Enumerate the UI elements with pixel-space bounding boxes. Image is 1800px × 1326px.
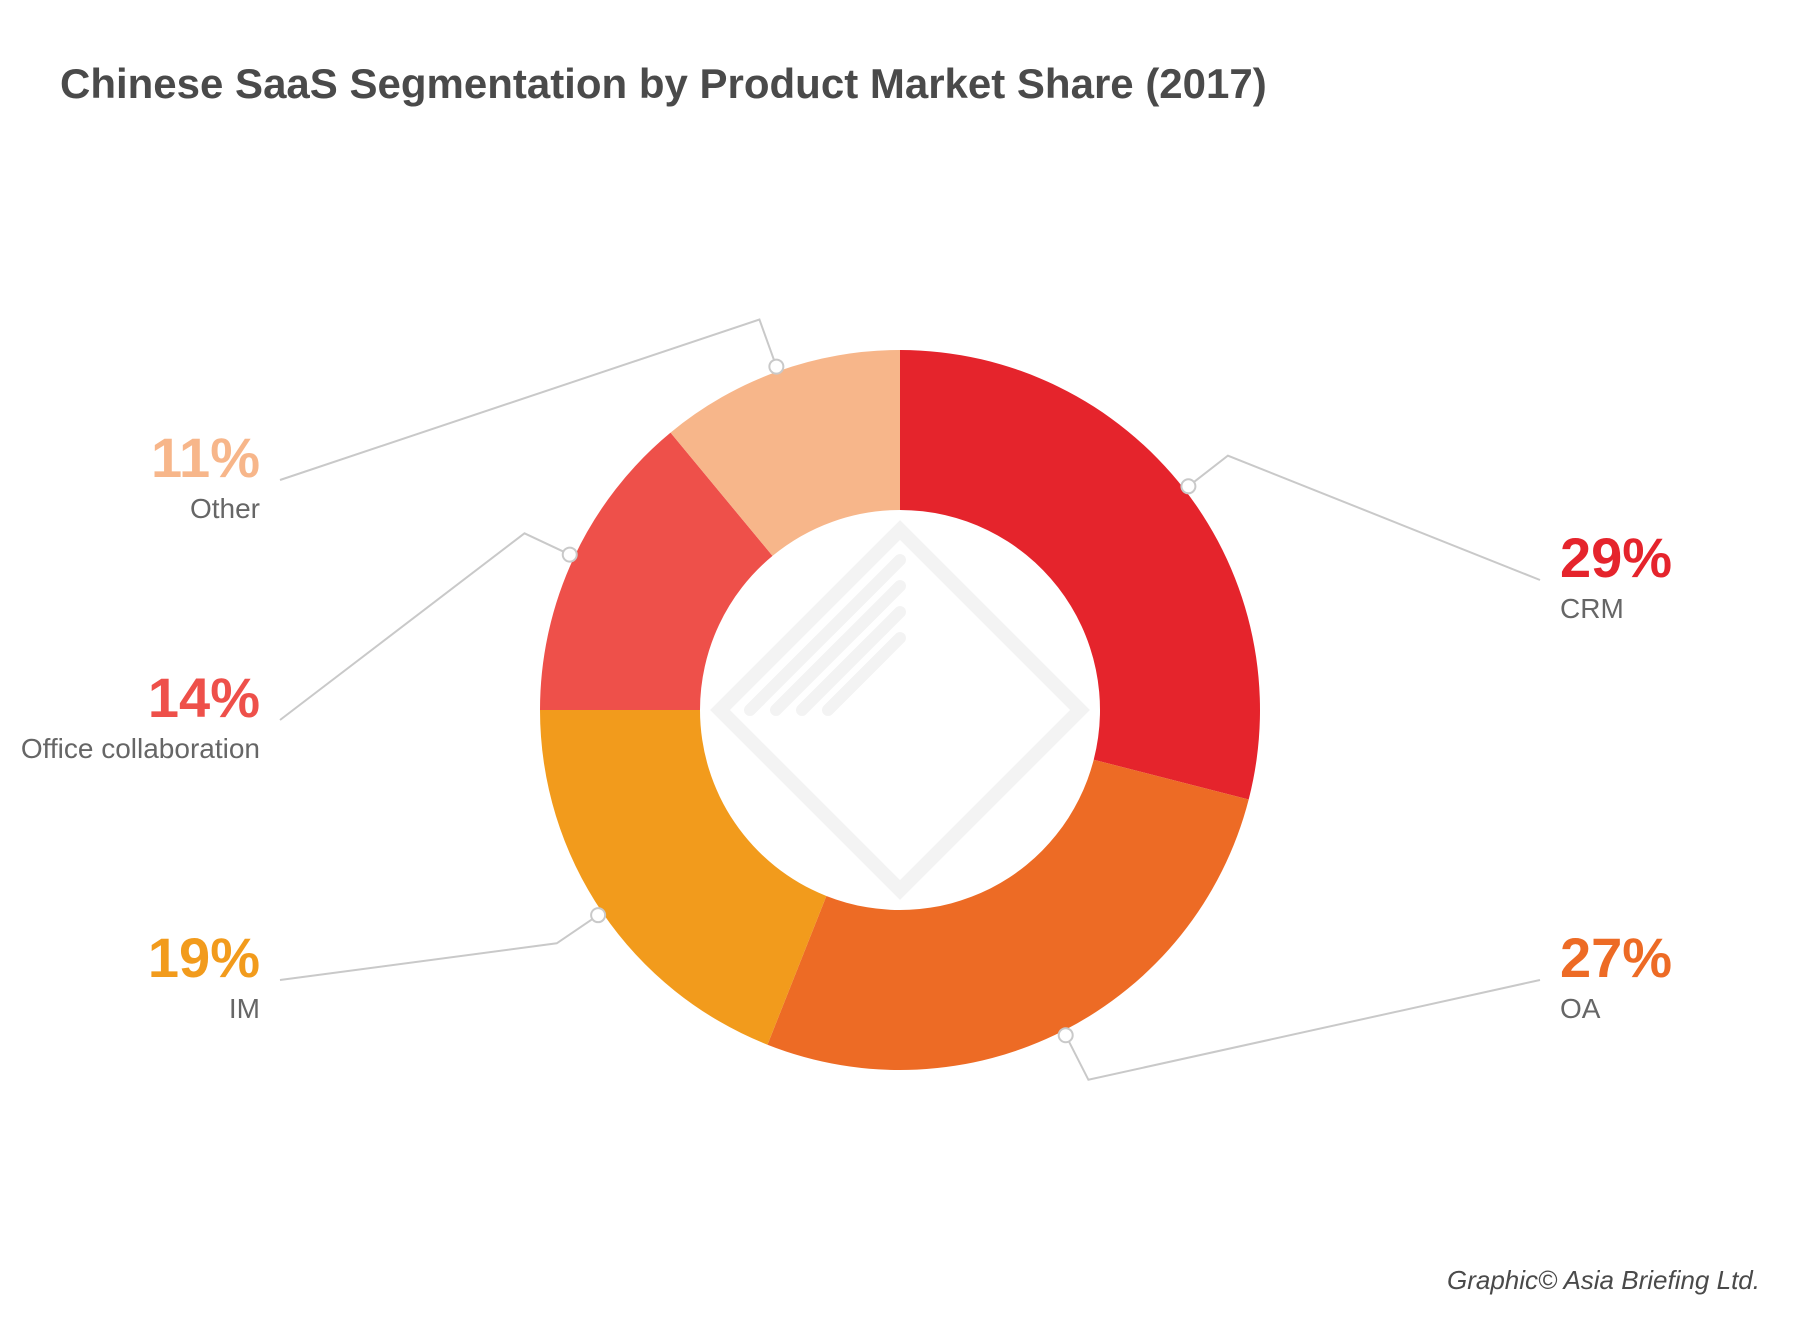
leader-dot-im <box>591 908 605 922</box>
donut-slice-im <box>540 710 826 1045</box>
leader-line-im <box>280 915 598 980</box>
slice-name-office: Office collaboration <box>21 732 260 766</box>
donut-svg <box>0 260 1800 1160</box>
slice-name-other: Other <box>151 492 260 526</box>
slice-pct-other: 11% <box>151 430 260 486</box>
slice-pct-crm: 29% <box>1560 530 1672 586</box>
leader-dot-oa <box>1059 1028 1073 1042</box>
slice-name-oa: OA <box>1560 992 1672 1026</box>
leader-dot-other <box>769 360 783 374</box>
leader-line-office <box>280 533 570 720</box>
leader-line-crm <box>1188 456 1540 580</box>
slice-pct-oa: 27% <box>1560 930 1672 986</box>
leader-dot-office <box>563 548 577 562</box>
credit-text: Graphic© Asia Briefing Ltd. <box>1447 1265 1760 1296</box>
slice-pct-office: 14% <box>21 670 260 726</box>
slice-name-im: IM <box>148 992 260 1026</box>
leader-line-oa <box>1066 980 1540 1080</box>
slice-name-crm: CRM <box>1560 592 1672 626</box>
slice-label-crm: 29% CRM <box>1560 530 1672 626</box>
slice-label-oa: 27% OA <box>1560 930 1672 1026</box>
donut-chart: 29%CRM27%OA19%IM14%Office collaboration1… <box>0 260 1800 1160</box>
slice-label-other: 11% Other <box>151 430 260 526</box>
slice-label-office: 14% Office collaboration <box>21 670 260 766</box>
leader-dot-crm <box>1181 479 1195 493</box>
slice-pct-im: 19% <box>148 930 260 986</box>
slice-label-im: 19% IM <box>148 930 260 1026</box>
donut-slice-oa <box>767 760 1248 1070</box>
chart-title: Chinese SaaS Segmentation by Product Mar… <box>60 60 1267 108</box>
